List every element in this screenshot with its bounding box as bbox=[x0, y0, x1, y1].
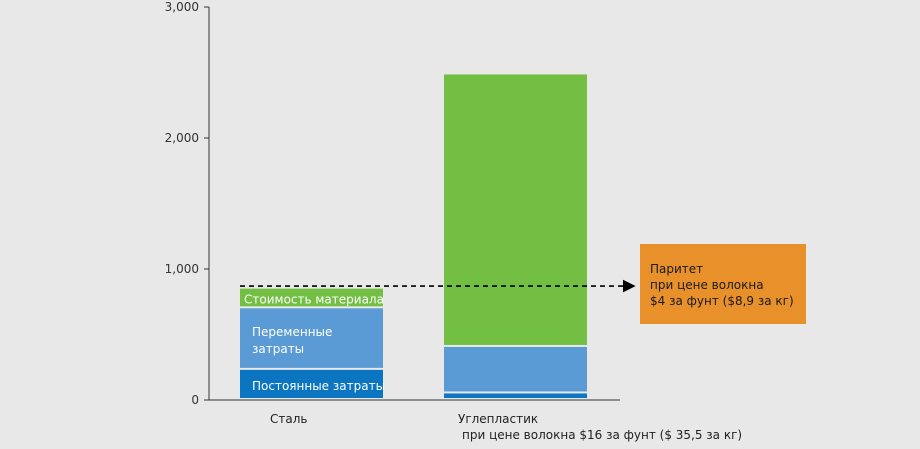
y-tick-label: 1,000 bbox=[165, 262, 199, 276]
callout-line-3: $4 за фунт ($8,9 за кг) bbox=[650, 294, 794, 308]
y-tick-label: 2,000 bbox=[165, 131, 199, 145]
variable-cost-label-line-1: Переменные bbox=[252, 325, 332, 339]
material-cost-segment bbox=[240, 288, 383, 307]
callout-line-1: Паритет bbox=[650, 262, 704, 276]
y-tick-label: 3,000 bbox=[165, 0, 199, 14]
variable-cost-segment bbox=[444, 346, 587, 392]
category-label: Углепластик bbox=[458, 412, 538, 426]
callout-line-2: при цене волокна bbox=[650, 278, 764, 292]
fixed-cost-segment bbox=[444, 393, 587, 398]
category-sublabel: при цене волокна $16 за фунт ($ 35,5 за … bbox=[462, 428, 742, 442]
parity-callout: Паритет при цене волокна $4 за фунт ($8,… bbox=[640, 244, 806, 324]
fixed-cost-label: Постоянные затраты bbox=[252, 379, 385, 393]
variable-cost-label-line-2: затраты bbox=[252, 342, 304, 356]
y-tick-label: 0 bbox=[191, 393, 199, 407]
category-label: Сталь bbox=[270, 412, 307, 426]
material-cost-segment bbox=[444, 74, 587, 345]
material-cost-label: Стоимость материала bbox=[244, 292, 384, 306]
fixed-cost-segment bbox=[240, 369, 383, 398]
variable-cost-segment bbox=[240, 308, 383, 368]
